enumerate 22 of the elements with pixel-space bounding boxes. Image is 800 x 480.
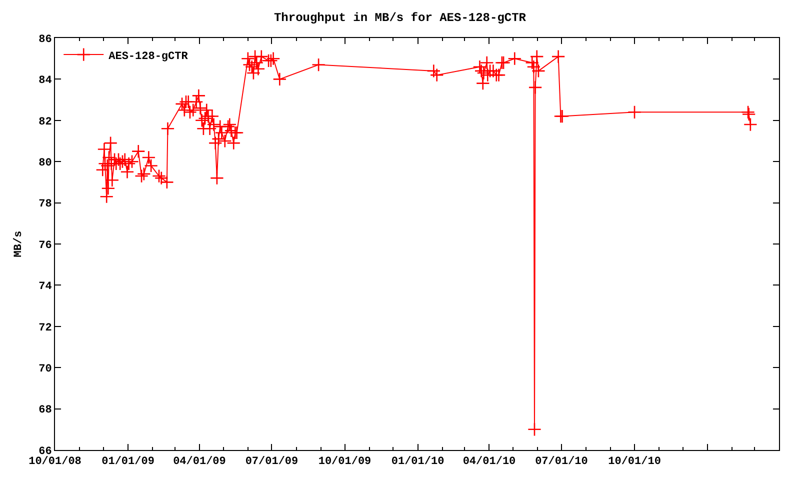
y-tick-label: 84 [38,75,52,88]
x-tick-label: 04/01/10 [462,456,516,468]
x-tick-label: 01/01/09 [102,456,154,468]
y-tick-label: 86 [38,34,52,46]
x-tick-label: 10/01/10 [608,456,661,468]
y-axis-title: MB/s [13,230,26,258]
y-tick-label: 74 [38,281,52,294]
y-tick-label: 82 [38,116,52,128]
chart-title: Throughput in MB/s for AES-128-gCTR [274,11,527,25]
y-tick-label: 78 [38,198,52,211]
x-tick-label: 07/01/09 [245,456,298,468]
x-tick-label: 01/01/10 [391,456,444,468]
y-tick-label: 80 [38,157,52,170]
y-tick-label: 76 [38,240,52,252]
x-tick-label: 04/01/09 [173,456,226,468]
x-tick-label: 10/01/09 [318,456,372,468]
x-tick-label: 10/01/08 [28,456,82,468]
x-tick-label: 07/01/10 [535,456,588,468]
y-tick-label: 70 [38,363,52,376]
y-tick-label: 72 [38,322,52,334]
legend-label: AES-128-gCTR [108,50,188,63]
y-tick-label: 68 [38,404,52,417]
